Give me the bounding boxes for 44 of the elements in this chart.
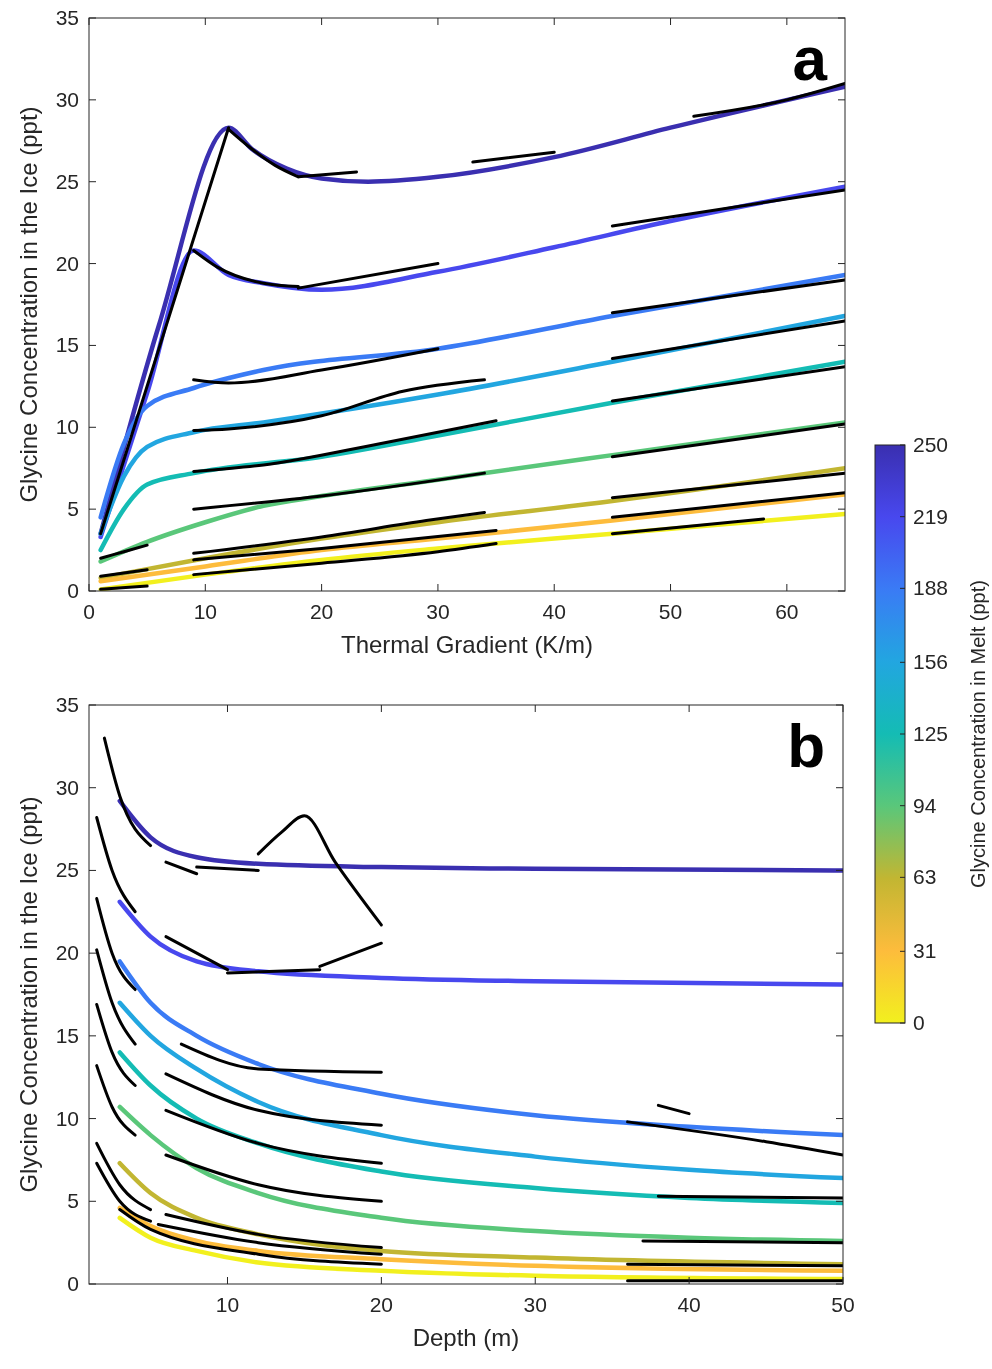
y-tick-label: 25	[55, 858, 79, 882]
y-axis-title: Glycine Concentration in the Ice (ppt)	[15, 106, 42, 503]
y-tick-label: 30	[55, 775, 79, 799]
color-bar-label: 31	[913, 939, 937, 963]
y-tick-label: 0	[67, 1272, 79, 1295]
y-tick-label: 35	[55, 6, 79, 29]
x-tick-label: 40	[542, 600, 566, 623]
color-bar-label: 250	[913, 433, 949, 456]
y-tick-label: 20	[55, 251, 79, 275]
annotation: a	[792, 24, 828, 93]
x-tick-label: 40	[677, 1293, 701, 1316]
color-bar-label: 188	[913, 576, 949, 600]
y-tick-label: 0	[67, 579, 79, 602]
y-tick-label: 20	[55, 941, 79, 965]
x-tick-label: 0	[83, 600, 95, 623]
annotation: b	[787, 711, 825, 780]
y-tick-label: 10	[55, 1106, 79, 1130]
color-bar-label: 0	[913, 1011, 925, 1034]
y-tick-label: 5	[67, 1189, 79, 1213]
y-axis-title: Glycine Concentration in the Ice (ppt)	[15, 796, 42, 1193]
y-tick-label: 35	[55, 693, 79, 716]
x-axis-title: Thermal Gradient (K/m)	[340, 631, 594, 658]
x-tick-label: 60	[775, 600, 799, 623]
color-bar-label: 63	[913, 865, 937, 889]
x-axis-title: Depth (m)	[412, 1324, 520, 1351]
color-bar-title: Glycine Concentration in Melt (ppt)	[967, 580, 989, 888]
x-tick-label: 10	[215, 1293, 240, 1316]
color-bar-label: 94	[913, 793, 937, 817]
x-tick-label: 30	[523, 1293, 547, 1316]
y-tick-label: 5	[67, 497, 79, 521]
x-tick-label: 10	[193, 600, 217, 623]
x-tick-label: 20	[369, 1293, 394, 1316]
y-tick-label: 30	[55, 87, 79, 111]
y-tick-label: 15	[55, 1023, 79, 1047]
color-bar-label: 125	[913, 722, 949, 745]
y-tick-label: 15	[55, 333, 79, 357]
x-tick-label: 30	[426, 600, 450, 623]
x-tick-label: 20	[309, 600, 334, 623]
y-tick-label: 25	[55, 169, 79, 193]
x-tick-label: 50	[831, 1293, 855, 1316]
color-bar-label: 156	[913, 650, 949, 674]
x-tick-label: 50	[658, 600, 683, 623]
y-tick-label: 10	[55, 415, 79, 439]
color-bar-label: 219	[913, 504, 949, 528]
